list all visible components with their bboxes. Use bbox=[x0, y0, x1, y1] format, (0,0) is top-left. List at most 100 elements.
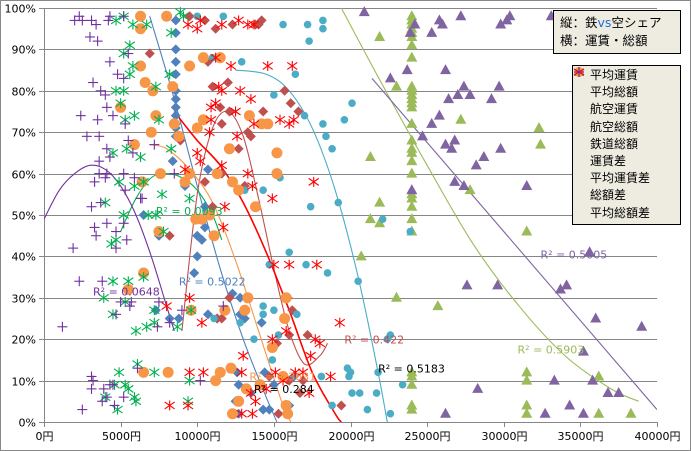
point-asterisk bbox=[277, 375, 289, 386]
point-plus bbox=[101, 102, 112, 113]
point-triangle bbox=[535, 138, 547, 149]
point-asterisk bbox=[141, 19, 152, 30]
point-triangle bbox=[492, 279, 504, 290]
point-circle bbox=[398, 380, 407, 389]
point-asterisk bbox=[280, 325, 292, 336]
point-triangle bbox=[433, 109, 445, 120]
point-asterisk bbox=[153, 114, 165, 125]
legend-marker-icon bbox=[573, 67, 589, 202]
point-plus bbox=[115, 296, 126, 307]
legend-marker-icon bbox=[574, 67, 589, 133]
point-plus bbox=[164, 317, 175, 328]
point-triangle bbox=[564, 399, 576, 410]
point-asterisk bbox=[308, 176, 320, 187]
point-diamond bbox=[170, 56, 181, 67]
point-diamond bbox=[199, 201, 210, 212]
data-points bbox=[57, 6, 648, 420]
point-triangle bbox=[593, 407, 605, 418]
legend-marker-icon bbox=[575, 68, 589, 150]
point-plus bbox=[95, 197, 106, 208]
point-asterisk bbox=[217, 222, 229, 233]
point-triangle bbox=[464, 184, 476, 195]
point-diamond bbox=[170, 27, 181, 38]
point-triangle bbox=[406, 146, 418, 157]
point-triangle bbox=[554, 283, 566, 294]
point-circle bbox=[322, 132, 330, 141]
point-circle bbox=[179, 176, 191, 188]
point-circle bbox=[406, 227, 415, 236]
point-plus bbox=[86, 201, 97, 212]
point-triangle bbox=[449, 175, 461, 186]
point-circle bbox=[122, 284, 134, 296]
point-diamond bbox=[192, 251, 203, 262]
point-circle bbox=[239, 304, 251, 316]
point-asterisk bbox=[237, 350, 249, 361]
point-triangle bbox=[364, 151, 376, 162]
point-circle bbox=[268, 356, 277, 364]
point-asterisk bbox=[245, 94, 257, 105]
point-asterisk bbox=[325, 371, 336, 382]
point-plus bbox=[118, 392, 129, 403]
point-asterisk bbox=[231, 131, 243, 142]
point-asterisk bbox=[164, 400, 175, 411]
point-triangle bbox=[355, 250, 367, 261]
point-asterisk bbox=[113, 367, 125, 378]
point-circle bbox=[168, 118, 180, 130]
legend-marker-icon bbox=[575, 68, 589, 99]
point-diamond bbox=[258, 404, 269, 415]
point-triangle bbox=[636, 320, 648, 331]
point-triangle bbox=[485, 93, 497, 104]
point-asterisk bbox=[205, 114, 217, 125]
point-circle bbox=[250, 335, 258, 344]
point-asterisk bbox=[124, 69, 136, 80]
point-plus bbox=[129, 172, 140, 183]
point-diamond bbox=[170, 110, 181, 121]
legend-item: 航空総額 bbox=[574, 67, 680, 136]
point-triangle bbox=[590, 312, 602, 323]
point-circle bbox=[319, 16, 327, 25]
point-plus bbox=[91, 230, 102, 241]
point-circle bbox=[223, 143, 235, 155]
point-diamond bbox=[227, 19, 238, 30]
legend-label: 航空総額 bbox=[590, 119, 639, 134]
point-asterisk bbox=[233, 15, 244, 26]
point-asterisk bbox=[283, 259, 295, 270]
point-plus bbox=[81, 131, 92, 142]
point-plus bbox=[98, 383, 109, 394]
point-triangle bbox=[401, 64, 413, 75]
point-plus bbox=[92, 114, 103, 125]
point-asterisk bbox=[194, 156, 206, 167]
legend-label: 平均総額 bbox=[590, 85, 639, 100]
point-diamond bbox=[222, 77, 233, 88]
r2-label: R² = 0.422 bbox=[344, 333, 404, 346]
point-triangle bbox=[406, 39, 418, 50]
y-tick-label: 10% bbox=[12, 376, 36, 389]
point-diamond bbox=[256, 317, 267, 328]
legend-label: 平均総額差 bbox=[590, 205, 651, 220]
point-asterisk bbox=[191, 147, 203, 158]
legend-item: 平均運賃 bbox=[575, 67, 680, 84]
point-diamond bbox=[284, 330, 295, 341]
point-asterisk bbox=[274, 114, 286, 125]
point-diamond bbox=[264, 404, 275, 415]
point-circle bbox=[285, 248, 294, 257]
point-circle bbox=[196, 213, 208, 225]
point-triangle bbox=[533, 122, 545, 133]
point-asterisk bbox=[184, 292, 195, 303]
point-plus bbox=[57, 321, 68, 332]
point-circle bbox=[219, 304, 231, 316]
point-diamond bbox=[199, 222, 210, 233]
point-triangle bbox=[406, 378, 418, 389]
point-triangle bbox=[455, 10, 467, 21]
point-asterisk bbox=[138, 176, 149, 187]
point-plus bbox=[101, 392, 112, 403]
point-circle bbox=[305, 37, 313, 45]
legend-marker-icon bbox=[573, 67, 589, 185]
title-line-1-suffix: 空シェア bbox=[611, 15, 662, 30]
point-plus bbox=[89, 176, 100, 187]
point-triangle bbox=[374, 30, 386, 41]
point-asterisk bbox=[118, 85, 130, 96]
point-diamond bbox=[170, 102, 181, 113]
point-asterisk bbox=[150, 210, 162, 220]
point-circle bbox=[259, 186, 267, 194]
